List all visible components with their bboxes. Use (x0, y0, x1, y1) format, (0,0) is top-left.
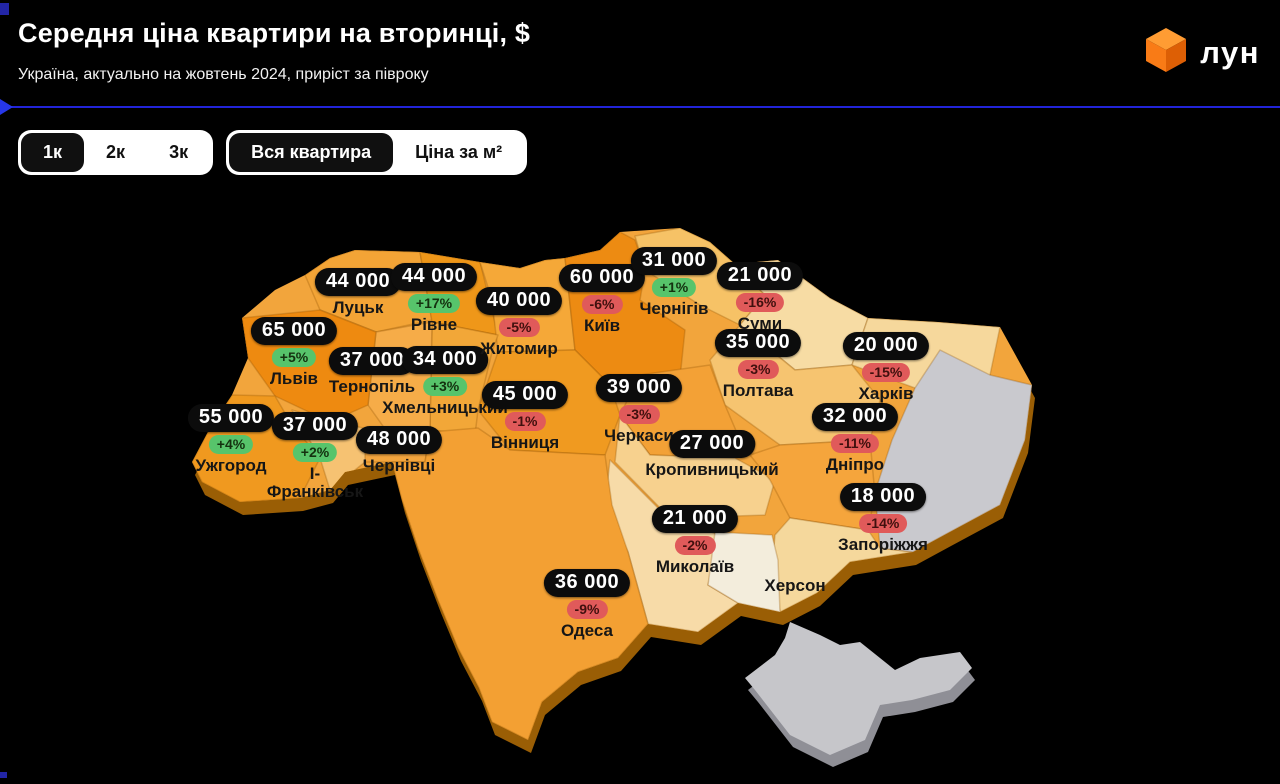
lun-logo-text: лун (1200, 34, 1260, 70)
video-artifact-top-left (0, 3, 9, 15)
region-crimea (745, 622, 972, 755)
page-title: Середня ціна квартири на вторинці, $ (18, 18, 531, 48)
rooms-option-3к[interactable]: 3к (147, 133, 210, 172)
lun-logo: лун (1144, 26, 1260, 79)
region-kherson (707, 531, 781, 613)
rooms-filter: 1к 2к 3к (18, 130, 214, 175)
rooms-option-1к[interactable]: 1к (21, 133, 85, 172)
region-ternopil (367, 321, 433, 437)
video-artifact-bottom-left (0, 772, 7, 778)
rooms-option-2к[interactable]: 2к (84, 133, 147, 172)
page-subtitle: Україна, актуально на жовтень 2024, прир… (18, 66, 429, 83)
price-mode-filter: Вся квартира Ціна за м² (226, 130, 528, 175)
region-kropyvnytskyi (614, 414, 776, 519)
mode-option-Ціна за м²[interactable]: Ціна за м² (393, 133, 524, 172)
lun-cube-icon (1144, 26, 1188, 79)
filter-bar: 1к 2к 3к Вся квартира Ціна за м² (18, 130, 528, 175)
mode-option-Вся квартира[interactable]: Вся квартира (229, 133, 394, 172)
video-progress-arrow (0, 99, 13, 115)
video-progress-line[interactable] (0, 106, 1280, 108)
ukraine-map (192, 228, 1035, 767)
region-chernivtsi (364, 431, 431, 463)
